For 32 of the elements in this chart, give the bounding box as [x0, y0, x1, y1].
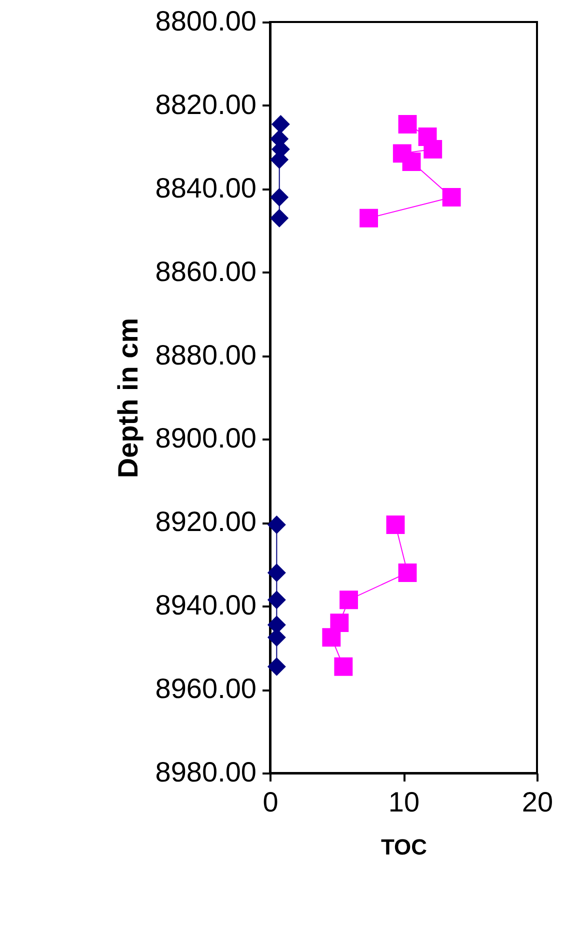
y-tick-label: 8840.00: [155, 172, 256, 204]
y-tick-label: 8960.00: [155, 673, 256, 704]
x-axis-title: TOC: [380, 834, 428, 860]
point: [334, 657, 353, 676]
y-tick-label: 8860.00: [155, 256, 256, 287]
point: [267, 564, 286, 582]
point: [271, 115, 290, 134]
point: [270, 208, 289, 228]
y-axis-title: Depth in cm: [112, 318, 144, 478]
point: [322, 628, 341, 647]
point: [267, 590, 286, 610]
point: [270, 188, 289, 206]
point: [402, 152, 421, 171]
y-tick-label: 8800.00: [155, 6, 256, 36]
point: [398, 115, 417, 134]
point: [360, 208, 378, 228]
point: [340, 590, 358, 610]
x-tick-label: 20: [522, 786, 554, 818]
point: [386, 516, 405, 534]
x-tick-label: 10: [388, 786, 420, 818]
y-tick-label: 8980.00: [155, 756, 256, 788]
point: [398, 564, 417, 582]
point: [442, 188, 461, 206]
point: [267, 516, 286, 534]
point: [267, 657, 286, 676]
y-tick-label: 8940.00: [155, 590, 256, 621]
y-tick-label: 8900.00: [155, 422, 256, 454]
y-tick-label: 8880.00: [155, 339, 256, 370]
x-tick-label: 0: [262, 786, 278, 818]
y-tick-label: 8820.00: [155, 88, 256, 120]
y-tick-label: 8920.00: [155, 506, 256, 538]
point: [424, 140, 442, 158]
